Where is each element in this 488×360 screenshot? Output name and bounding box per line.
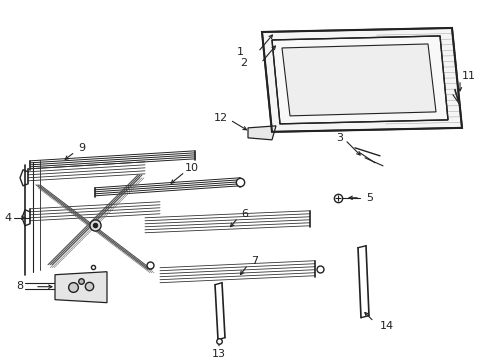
Text: 11: 11 — [461, 71, 475, 81]
Polygon shape — [282, 44, 435, 116]
Text: 6: 6 — [241, 209, 248, 219]
Text: 10: 10 — [184, 163, 199, 173]
Polygon shape — [247, 126, 275, 140]
Text: 9: 9 — [78, 143, 85, 153]
Text: 2: 2 — [240, 58, 246, 68]
Text: 13: 13 — [212, 348, 225, 359]
Polygon shape — [271, 36, 447, 124]
Text: 8: 8 — [16, 281, 23, 291]
Text: 1: 1 — [237, 47, 244, 57]
Text: 5: 5 — [365, 193, 372, 203]
Text: 4: 4 — [5, 213, 12, 223]
Polygon shape — [262, 28, 461, 132]
Text: 3: 3 — [335, 133, 342, 143]
Polygon shape — [55, 272, 107, 303]
Text: 7: 7 — [251, 256, 258, 266]
Text: 14: 14 — [379, 321, 393, 330]
Text: 12: 12 — [213, 113, 227, 123]
